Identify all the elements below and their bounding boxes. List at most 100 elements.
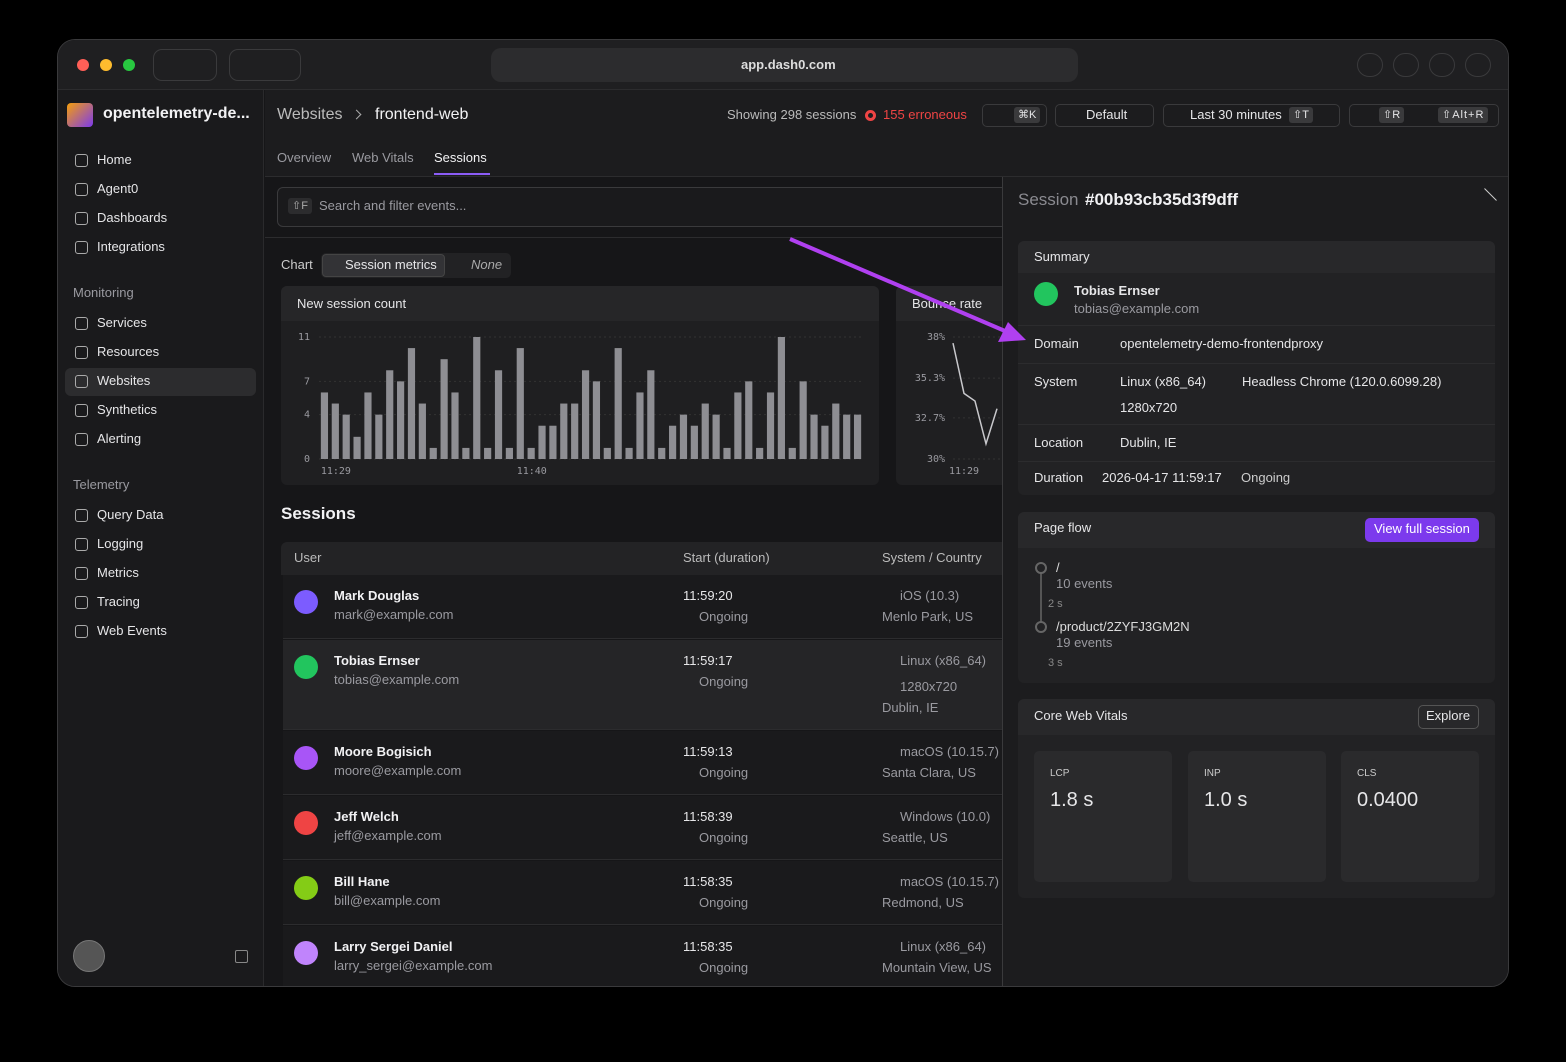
bar <box>766 392 775 459</box>
toggle-option[interactable]: Session metrics <box>345 257 437 272</box>
toggle-option[interactable]: None <box>471 257 503 272</box>
avatar <box>294 655 318 679</box>
metric-name: INP <box>1204 768 1221 779</box>
nav-item[interactable]: Metrics <box>97 565 139 580</box>
window-control[interactable] <box>123 59 135 71</box>
address-bar[interactable] <box>491 48 1078 82</box>
window-control[interactable] <box>100 59 112 71</box>
nav-section-title: Monitoring <box>73 285 134 300</box>
tab[interactable]: Web Vitals <box>352 150 414 165</box>
nav-item[interactable]: Services <box>97 315 147 330</box>
org-name[interactable]: opentelemetry-de... <box>103 105 250 122</box>
start-time: 11:58:39 <box>683 809 733 824</box>
button-label[interactable]: View full session <box>1374 521 1470 536</box>
page-path[interactable]: / <box>1056 560 1060 575</box>
avatar <box>294 941 318 965</box>
nav-buttons[interactable] <box>229 49 301 81</box>
chart-title: New session count <box>297 296 407 311</box>
toolbar-button[interactable] <box>1357 53 1383 77</box>
primary-button[interactable] <box>1365 518 1479 542</box>
window-control[interactable] <box>77 59 89 71</box>
user-email: mark@example.com <box>334 607 454 622</box>
error-count[interactable]: 155 erroneous <box>883 107 967 122</box>
field-value: Dublin, IE <box>1120 435 1177 450</box>
bar <box>843 414 851 459</box>
table-row[interactable] <box>283 796 1011 860</box>
tab[interactable]: Sessions <box>434 150 487 165</box>
chart-label: Chart <box>281 257 313 272</box>
charts: 0 4 7 11 11:29 11:40 30% 32.7% 35.3% 38% 11:29 <box>298 332 1061 477</box>
table-row[interactable] <box>283 731 1011 795</box>
nav-item[interactable]: Logging <box>97 536 144 551</box>
bar <box>853 414 862 459</box>
nav-item[interactable]: Synthetics <box>97 402 157 417</box>
system: macOS (10.15.7) <box>900 744 999 759</box>
bar <box>636 392 644 459</box>
nav-section-title: Telemetry <box>73 477 130 492</box>
toolbar-button[interactable] <box>1429 53 1455 77</box>
metric-name: CLS <box>1357 768 1377 779</box>
sidebar-toggle[interactable] <box>153 49 217 81</box>
column-header[interactable]: Start (duration) <box>683 550 770 565</box>
table-row[interactable] <box>283 640 1011 730</box>
bar <box>647 370 655 459</box>
button[interactable] <box>1418 705 1479 729</box>
field-label: System <box>1034 374 1078 389</box>
dataset[interactable]: Default <box>1086 107 1128 122</box>
nav-item[interactable]: Integrations <box>97 239 165 254</box>
nav-item[interactable]: Tracing <box>97 594 140 609</box>
refresh-button[interactable] <box>1349 104 1499 127</box>
table-row[interactable] <box>283 926 1011 986</box>
nav-icon <box>75 404 88 417</box>
command-button[interactable] <box>982 104 1047 127</box>
card-header <box>1018 241 1495 273</box>
bar <box>658 447 666 459</box>
nav-item[interactable]: Agent0 <box>97 181 139 196</box>
user-email: bill@example.com <box>334 893 441 908</box>
nav-item[interactable]: Dashboards <box>97 210 168 225</box>
y-tick-label: 11 <box>298 332 310 343</box>
nav-item[interactable]: Alerting <box>97 431 142 446</box>
nav-item[interactable]: Query Data <box>97 507 164 522</box>
bar <box>505 447 513 459</box>
user-avatar[interactable] <box>73 940 105 972</box>
time-range[interactable]: Last 30 minutes <box>1190 107 1282 122</box>
divider <box>1018 424 1495 425</box>
button-label[interactable]: Explore <box>1426 708 1471 723</box>
bar <box>581 370 590 459</box>
url[interactable]: app.dash0.com <box>741 57 836 72</box>
tab[interactable]: Overview <box>277 150 332 165</box>
time-select[interactable] <box>1163 104 1340 127</box>
nav-item[interactable]: Web Events <box>97 623 167 638</box>
shortcut: ⇧R <box>1379 107 1405 123</box>
bar <box>473 337 481 459</box>
nav-item[interactable]: Websites <box>97 373 151 388</box>
table-header <box>281 542 1011 575</box>
toolbar-button[interactable] <box>1393 53 1419 77</box>
nav-icon <box>75 567 88 580</box>
collapse-button[interactable] <box>235 950 248 963</box>
avatar <box>1034 282 1058 306</box>
nav-item[interactable]: Resources <box>97 344 160 359</box>
user-email: jeff@example.com <box>334 828 442 843</box>
nav-item[interactable]: Home <box>97 152 132 167</box>
search-box[interactable] <box>277 187 1017 227</box>
shortcut: ⇧Alt+R <box>1438 107 1489 123</box>
shortcut: ⌘K <box>1014 107 1041 123</box>
user-name: Moore Bogisich <box>334 744 432 759</box>
metric-card <box>1188 751 1326 882</box>
system: macOS (10.15.7) <box>900 874 999 889</box>
dataset-select[interactable] <box>1055 104 1154 127</box>
section-title: Sessions <box>281 504 356 523</box>
bar <box>451 392 459 459</box>
toggle-selected[interactable] <box>322 254 445 277</box>
location: Mountain View, US <box>882 960 992 975</box>
breadcrumb[interactable]: Websites <box>277 106 343 123</box>
bar <box>462 447 470 459</box>
page-path[interactable]: /product/2ZYFJ3GM2N <box>1056 619 1190 634</box>
browser-window: app.dash0.com opentelemetry-de... Home Agen… <box>57 39 1509 987</box>
search-placeholder: Search and filter events... <box>319 198 467 213</box>
toolbar-button[interactable] <box>1465 53 1491 77</box>
table-row[interactable] <box>283 575 1011 639</box>
table-row[interactable] <box>283 861 1011 925</box>
